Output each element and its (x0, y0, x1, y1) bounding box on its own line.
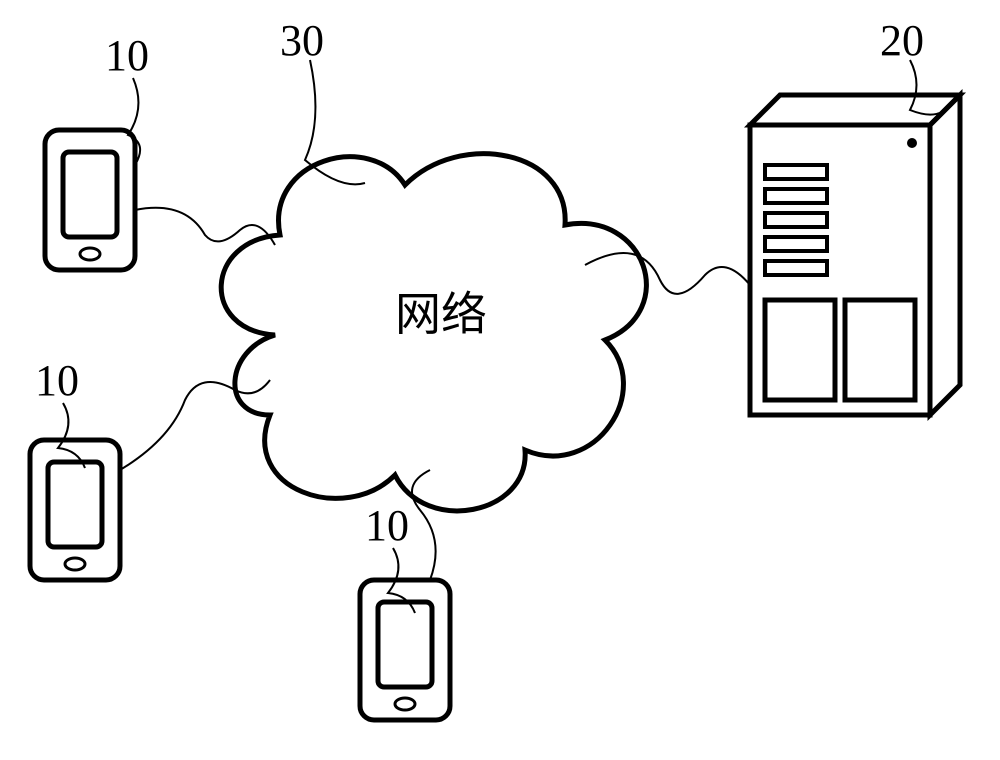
phone-link (120, 380, 270, 470)
phone-callout-label: 10 (365, 501, 409, 550)
server-link (585, 253, 750, 294)
cloud-label: 网络 (395, 289, 487, 340)
phone-icon (45, 130, 135, 270)
phone-icon (360, 580, 450, 720)
phone-link (412, 470, 436, 580)
server-callout-label: 20 (880, 16, 924, 65)
phone-callout-line (58, 403, 85, 468)
cloud-callout-label: 30 (280, 16, 324, 65)
server-callout-line (910, 60, 942, 115)
phone-callout-label: 10 (35, 356, 79, 405)
server-icon (750, 95, 960, 415)
phone-icon (30, 440, 120, 580)
phone-callout-label: 10 (105, 31, 149, 80)
